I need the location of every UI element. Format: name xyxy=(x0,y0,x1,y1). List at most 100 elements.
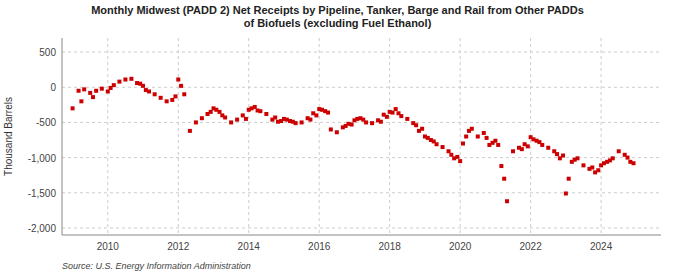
point xyxy=(385,115,389,119)
y-grid-line xyxy=(62,227,661,228)
point xyxy=(279,119,283,123)
point xyxy=(250,106,254,110)
point xyxy=(94,89,98,93)
point xyxy=(499,164,503,168)
point xyxy=(77,89,81,93)
point xyxy=(194,120,198,124)
point xyxy=(396,111,400,115)
point xyxy=(617,149,621,153)
point xyxy=(209,110,213,114)
point xyxy=(300,120,304,124)
point xyxy=(441,145,445,149)
point xyxy=(596,168,600,172)
y-tick-label: -1,500 xyxy=(28,188,57,199)
point xyxy=(526,144,530,148)
point xyxy=(329,127,333,131)
y-axis-label: Thousand Barrels xyxy=(3,97,14,176)
y-tick-label: -500 xyxy=(36,117,56,128)
point xyxy=(420,127,424,131)
x-grid-line xyxy=(248,38,249,235)
point xyxy=(88,91,92,95)
y-tick-label: -2,000 xyxy=(28,223,57,234)
point xyxy=(100,87,104,91)
point xyxy=(182,92,186,96)
point xyxy=(561,153,565,157)
point xyxy=(229,120,233,124)
point xyxy=(391,111,395,115)
point xyxy=(467,129,471,133)
x-tick-label: 2012 xyxy=(167,241,190,252)
point xyxy=(179,84,183,88)
point xyxy=(455,155,459,159)
point xyxy=(449,153,453,157)
y-grid-line xyxy=(62,87,661,88)
point xyxy=(361,118,365,122)
point xyxy=(106,89,110,93)
point xyxy=(264,112,268,116)
point xyxy=(590,165,594,169)
point xyxy=(91,95,95,99)
point xyxy=(476,135,480,139)
point xyxy=(447,149,451,153)
point xyxy=(461,142,465,146)
point xyxy=(405,117,409,121)
grid xyxy=(62,38,661,235)
point xyxy=(79,99,83,103)
point xyxy=(485,136,489,140)
point xyxy=(188,129,192,133)
point xyxy=(496,143,500,147)
title: Monthly Midwest (PADD 2) Net Receipts by… xyxy=(91,4,584,29)
point xyxy=(273,116,277,120)
point xyxy=(173,94,177,98)
y-tick-label: 0 xyxy=(50,82,56,93)
point xyxy=(458,159,462,163)
point xyxy=(144,88,148,92)
point xyxy=(355,117,359,121)
point xyxy=(537,140,541,144)
point xyxy=(165,99,169,103)
point xyxy=(244,117,248,121)
y-grid-line xyxy=(62,157,661,158)
y-tick-label: -1,000 xyxy=(28,153,57,164)
point xyxy=(505,199,509,203)
x-grid-line xyxy=(460,38,461,235)
point xyxy=(109,86,113,90)
point xyxy=(511,149,515,153)
point xyxy=(200,116,204,120)
point xyxy=(482,131,486,135)
point xyxy=(117,80,121,84)
point xyxy=(502,177,506,181)
x-tick-label: 2016 xyxy=(308,241,331,252)
point xyxy=(432,139,436,143)
point xyxy=(241,113,245,117)
point xyxy=(82,87,86,91)
point xyxy=(214,108,218,112)
point xyxy=(159,96,163,100)
y-tick-label: 500 xyxy=(39,47,56,58)
point xyxy=(123,78,127,82)
x-tick-label: 2020 xyxy=(449,241,472,252)
point xyxy=(573,158,577,162)
point xyxy=(555,152,559,156)
point xyxy=(220,113,224,117)
point xyxy=(581,163,585,167)
point xyxy=(567,177,571,181)
y-grid-line xyxy=(62,122,661,123)
point xyxy=(285,118,289,122)
point xyxy=(602,161,606,165)
x-tick-label: 2014 xyxy=(238,241,261,252)
x-grid-line xyxy=(178,38,179,235)
point xyxy=(153,92,157,96)
point xyxy=(379,120,383,124)
y-grid-line xyxy=(62,192,661,193)
x-grid-line xyxy=(389,38,390,235)
point xyxy=(350,123,354,127)
y-grid-line xyxy=(62,52,661,53)
point xyxy=(626,156,630,160)
point xyxy=(564,191,568,195)
point xyxy=(370,121,374,125)
x-tick-label: 2022 xyxy=(520,241,543,252)
point xyxy=(129,77,133,81)
point xyxy=(394,107,398,111)
point xyxy=(426,136,430,140)
